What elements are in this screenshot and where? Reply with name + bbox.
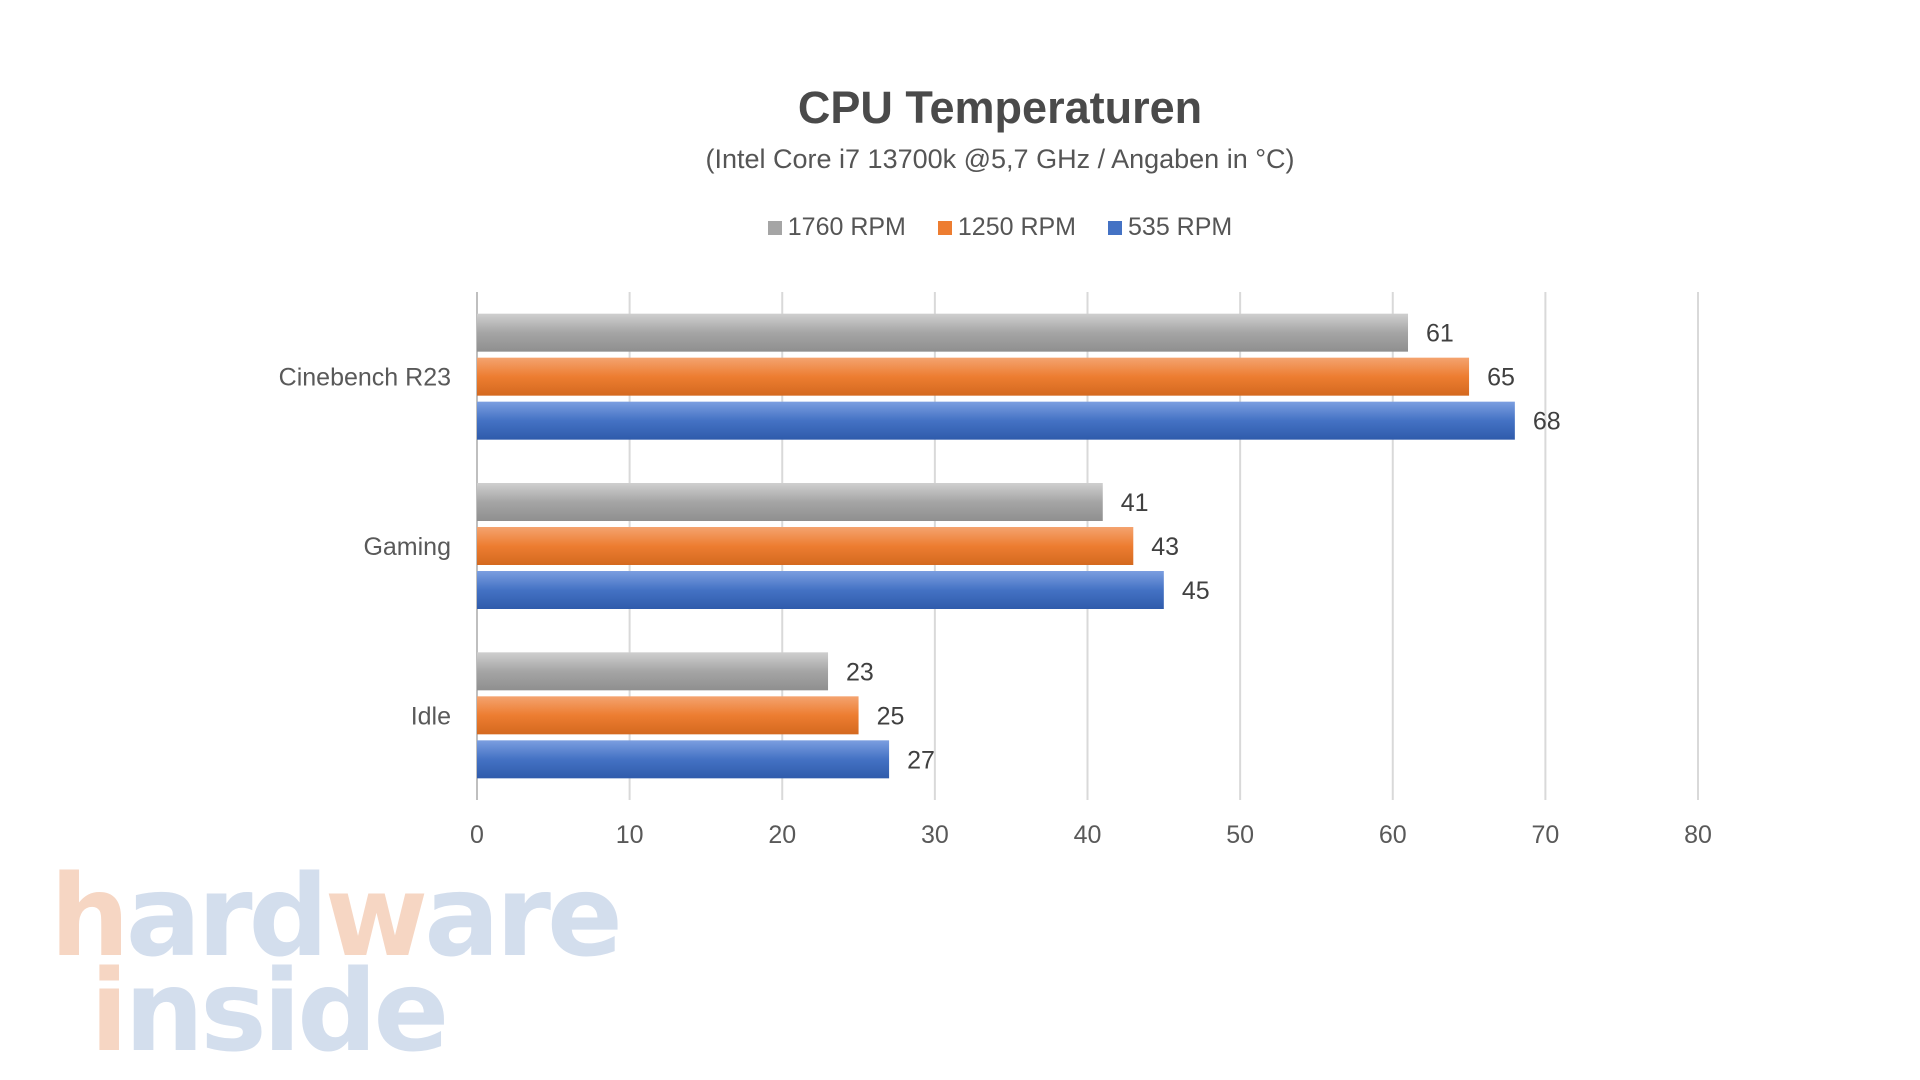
hardware-inside-logo: hardware inside	[50, 860, 623, 1060]
x-tick-label-0: 0	[470, 821, 484, 849]
data-label-1-0: 41	[1121, 489, 1149, 517]
bar-0-1	[477, 357, 1470, 396]
legend-item-535: 535 RPM	[1108, 213, 1232, 242]
bar-1-1	[477, 527, 1134, 565]
bar-0-2	[477, 401, 1515, 440]
bar-1-2	[477, 571, 1164, 609]
legend-label-1760: 1760 RPM	[787, 213, 906, 241]
chart-legend: 1760 RPM 1250 RPM 535 RPM	[0, 213, 1920, 242]
category-label-0: Cinebench R23	[279, 364, 451, 392]
legend-item-1250: 1250 RPM	[937, 213, 1077, 242]
legend-swatch-535	[1108, 220, 1123, 235]
data-label-0-1: 65	[1487, 364, 1515, 392]
data-label-1-1: 43	[1151, 533, 1179, 561]
legend-item-1760: 1760 RPM	[767, 213, 906, 242]
x-tick-label-40: 40	[1074, 821, 1102, 849]
legend-label-535: 535 RPM	[1128, 213, 1233, 241]
x-tick-label-10: 10	[616, 821, 644, 849]
data-label-2-2: 27	[907, 746, 935, 774]
bar-2-0	[477, 652, 829, 691]
data-label-0-0: 61	[1426, 320, 1454, 348]
chart-title: CPU Temperaturen	[797, 82, 1203, 133]
data-label-0-2: 68	[1533, 408, 1561, 436]
svg-text:hardware: hardware	[50, 860, 619, 982]
bar-2-2	[477, 740, 890, 779]
data-label-2-0: 23	[846, 658, 874, 686]
bar-2-1	[477, 696, 859, 735]
legend-label-1250: 1250 RPM	[957, 213, 1077, 241]
x-tick-label-50: 50	[1226, 821, 1254, 849]
category-label-1: Gaming	[363, 533, 451, 561]
x-tick-label-30: 30	[921, 821, 949, 849]
x-tick-label-70: 70	[1531, 821, 1559, 849]
x-tick-label-60: 60	[1379, 821, 1407, 849]
data-label-2-1: 25	[877, 702, 905, 730]
chart-subtitle: (Intel Core i7 13700k @5,7 GHz / Angaben…	[705, 144, 1295, 174]
category-label-2: Idle	[411, 702, 451, 730]
x-tick-label-80: 80	[1684, 821, 1712, 849]
bar-1-0	[477, 483, 1103, 521]
bar-0-0	[477, 313, 1409, 352]
svg-text:inside: inside	[90, 947, 445, 1060]
legend-swatch-1250	[937, 220, 952, 235]
legend-swatch-1760	[767, 220, 782, 235]
data-label-1-2: 45	[1182, 577, 1210, 605]
x-tick-label-20: 20	[768, 821, 796, 849]
